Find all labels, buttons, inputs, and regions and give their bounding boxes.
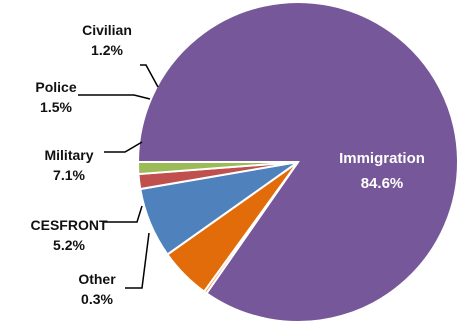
slice-value-cesfront: 5.2% [53,237,85,253]
slice-label-other: Other [78,271,116,287]
leader-line-military [104,141,143,153]
leader-line-police [78,94,151,100]
slice-value-civilian: 1.2% [91,42,123,58]
slice-label-immigration: Immigration [339,150,425,167]
leader-line-other [125,232,150,289]
slice-value-other: 0.3% [81,291,113,307]
slice-label-police: Police [35,79,76,95]
slice-value-police: 1.5% [40,99,72,115]
slice-label-civilian: Civilian [82,22,132,38]
slice-label-cesfront: CESFRONT [31,217,108,233]
pie-slice-civilian [136,161,299,176]
leader-line-cesfront [104,205,143,223]
leader-line-civilian [140,64,159,88]
slice-value-immigration: 84.6% [361,175,404,192]
slice-value-military: 7.1% [53,167,85,183]
slice-label-military: Military [44,147,93,163]
